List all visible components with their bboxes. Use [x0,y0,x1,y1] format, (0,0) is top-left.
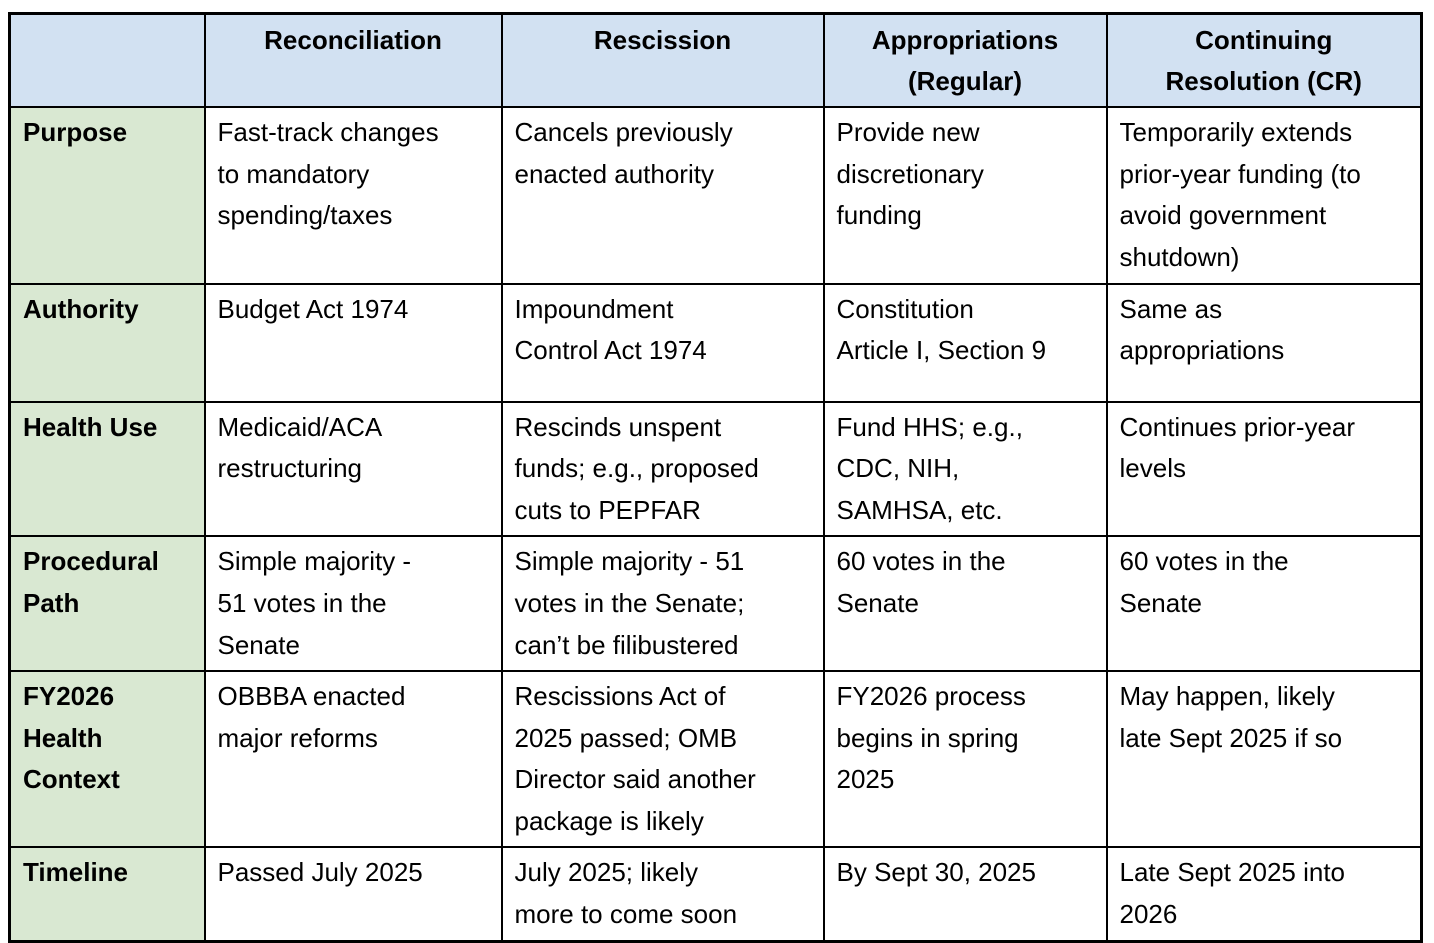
cell-purpose-reconciliation: Fast-track changes to mandatory spending… [203,106,503,285]
cell-authority-reconciliation: Budget Act 1974 [203,282,503,403]
cell-health-use-reconciliation: Medicaid/ACA restructuring [203,400,503,538]
header-row: Reconciliation Rescission Appropriations… [8,12,1423,109]
cell-timeline-reconciliation: Passed July 2025 [203,846,503,943]
cell-authority-continuing-resolution: Same as appropriations [1105,282,1423,403]
cell-authority-appropriations: Constitution Article I, Section 9 [822,282,1108,403]
cell-timeline-rescission: July 2025; likely more to come soon [500,846,825,943]
row-label-timeline: Timeline [8,846,206,943]
column-header-appropriations: Appropriations (Regular) [822,12,1108,109]
cell-fy2026-reconciliation: OBBBA enacted major reforms [203,670,503,849]
cell-fy2026-continuing-resolution: May happen, likely late Sept 2025 if so [1105,670,1423,849]
cell-purpose-rescission: Cancels previously enacted authority [500,106,825,285]
cell-procedural-path-appropriations: 60 votes in the Senate [822,535,1108,673]
cell-procedural-path-reconciliation: Simple majority - 51 votes in the Senate [203,535,503,673]
cell-health-use-continuing-resolution: Continues prior-year levels [1105,400,1423,538]
table-row-fy2026-health-context: FY2026 Health Context OBBBA enacted majo… [8,670,1423,849]
column-header-reconciliation: Reconciliation [203,12,503,109]
row-label-authority: Authority [8,282,206,403]
table-row-purpose: Purpose Fast-track changes to mandatory … [8,106,1423,285]
cell-purpose-appropriations: Provide new discretionary funding [822,106,1108,285]
column-header-continuing-resolution: Continuing Resolution (CR) [1105,12,1423,109]
table-row-health-use: Health Use Medicaid/ACA restructuring Re… [8,400,1423,538]
cell-procedural-path-continuing-resolution: 60 votes in the Senate [1105,535,1423,673]
budget-process-table-container: Reconciliation Rescission Appropriations… [8,12,1423,943]
cell-purpose-continuing-resolution: Temporarily extends prior-year funding (… [1105,106,1423,285]
budget-process-comparison-table: Reconciliation Rescission Appropriations… [8,12,1423,943]
cell-fy2026-rescission: Rescissions Act of 2025 passed; OMB Dire… [500,670,825,849]
table-row-authority: Authority Budget Act 1974 Impoundment Co… [8,282,1423,403]
cell-timeline-appropriations: By Sept 30, 2025 [822,846,1108,943]
cell-health-use-appropriations: Fund HHS; e.g., CDC, NIH, SAMHSA, etc. [822,400,1108,538]
corner-cell [8,12,206,109]
row-label-fy2026-health-context: FY2026 Health Context [8,670,206,849]
cell-timeline-continuing-resolution: Late Sept 2025 into 2026 [1105,846,1423,943]
cell-authority-rescission: Impoundment Control Act 1974 [500,282,825,403]
cell-health-use-rescission: Rescinds unspent funds; e.g., proposed c… [500,400,825,538]
table-row-procedural-path: Procedural Path Simple majority - 51 vot… [8,535,1423,673]
row-label-health-use: Health Use [8,400,206,538]
row-label-procedural-path: Procedural Path [8,535,206,673]
column-header-rescission: Rescission [500,12,825,109]
cell-fy2026-appropriations: FY2026 process begins in spring 2025 [822,670,1108,849]
table-row-timeline: Timeline Passed July 2025 July 2025; lik… [8,846,1423,943]
row-label-purpose: Purpose [8,106,206,285]
cell-procedural-path-rescission: Simple majority - 51 votes in the Senate… [500,535,825,673]
